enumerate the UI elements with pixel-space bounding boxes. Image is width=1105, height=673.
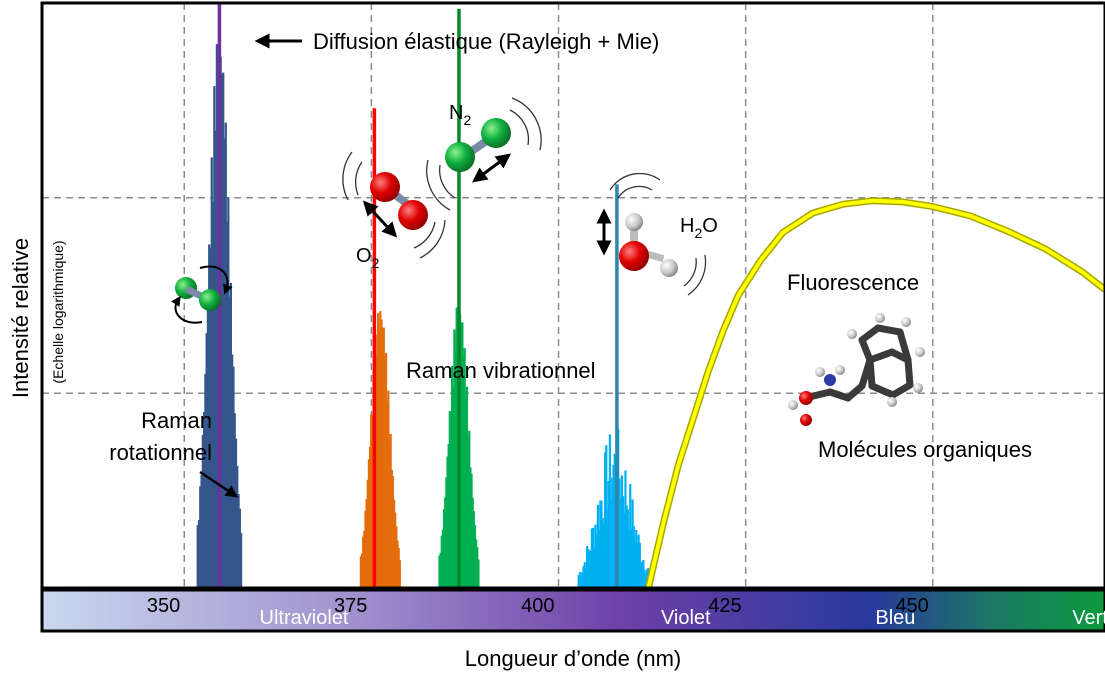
spectral-band-label: Bleu [875, 607, 915, 629]
plot-frame [40, 1, 1105, 590]
y-axis-subtitle: (Echelle logarithmique) [50, 240, 66, 383]
fluorescence-curve [646, 198, 1105, 589]
h2o-formula: H2O [680, 215, 718, 241]
x-tick-label: 450 [895, 595, 928, 617]
o2-formula: O2 [356, 245, 380, 271]
x-tick-label: 400 [521, 595, 554, 617]
raman-band-h2o-raman [577, 429, 652, 588]
annotations: Diffusion élastique (Rayleigh + Mie) Ram… [109, 29, 1032, 498]
fluorescence-curve-outline [644, 197, 1105, 589]
x-tick-label: 425 [708, 595, 741, 617]
x-tick-labels: 350 375 400 425 450 [147, 595, 929, 617]
x-axis-title: Longueur d’onde (nm) [465, 646, 681, 671]
organic-molecule-icon [788, 313, 925, 426]
x-tick-label: 375 [334, 595, 367, 617]
fluorescence-label: Fluorescence [787, 270, 919, 295]
raman-vibrational-label: Raman vibrationnel [406, 358, 596, 383]
spectral-band-label: Vert [1072, 607, 1105, 629]
spectral-band-label: Ultraviolet [260, 607, 349, 629]
raman-rotational-label-2: rotationnel [109, 440, 212, 465]
n2-molecule-icon [426, 97, 542, 211]
n2-formula: N2 [449, 102, 471, 128]
spectral-band-labels: Ultraviolet Violet Bleu Vert [260, 607, 1105, 629]
organic-molecules-label: Molécules organiques [818, 437, 1032, 462]
raman-rotational-label-1: Raman [141, 408, 212, 433]
o2-molecule-icon [342, 151, 446, 259]
spectrum-marks [196, 3, 1105, 589]
h2o-molecule-icon [596, 172, 707, 296]
raman-band-o2-raman [359, 311, 401, 588]
elastic-scattering-label: Diffusion élastique (Rayleigh + Mie) [313, 29, 659, 54]
rotating-molecule-icon [171, 265, 233, 324]
y-axis-title: Intensité relative [8, 238, 33, 398]
spectral-band-label: Violet [661, 607, 711, 629]
spectral-color-band [40, 588, 1105, 633]
x-tick-label: 350 [147, 595, 180, 617]
